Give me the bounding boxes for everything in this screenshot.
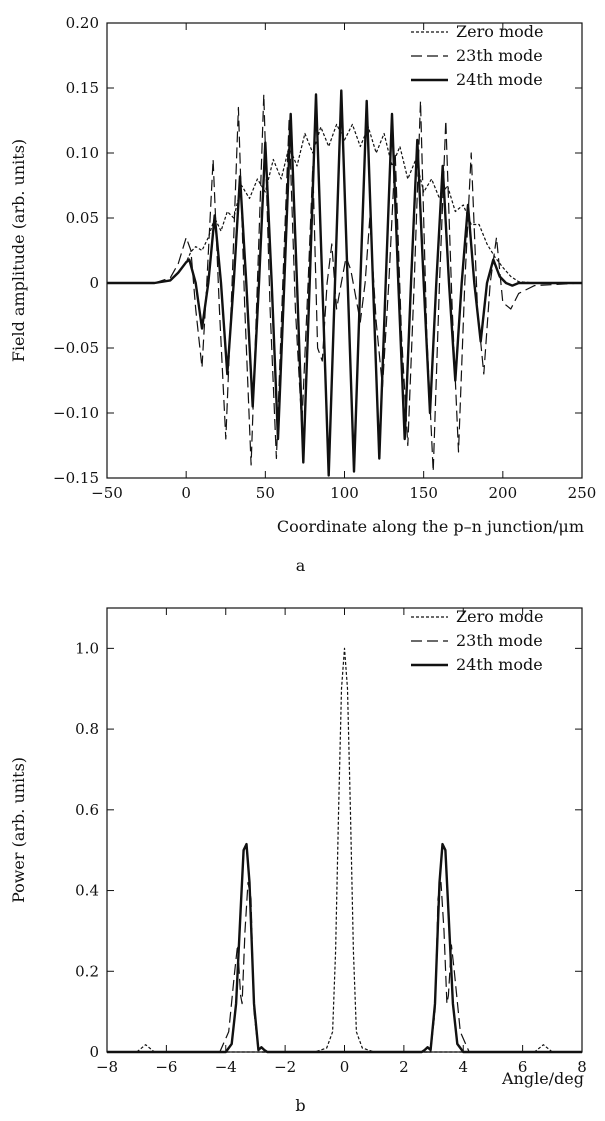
y-tick-label: 0.10 — [66, 144, 99, 162]
x-tick-label: 200 — [489, 484, 518, 502]
x-tick-label: −8 — [96, 1058, 118, 1076]
x-tick-label: 150 — [409, 484, 438, 502]
legend-label: 23th mode — [456, 631, 543, 650]
legend-label: Zero mode — [456, 607, 543, 626]
series-line-zero-mode — [107, 647, 582, 1053]
y-tick-label: 0.8 — [75, 720, 99, 738]
x-tick-label: −2 — [274, 1058, 296, 1076]
panel-label: a — [296, 556, 306, 575]
y-tick-label: −0.05 — [53, 339, 99, 357]
y-tick-label: 0.2 — [75, 962, 99, 980]
legend-label: 24th mode — [456, 70, 543, 89]
x-tick-label: 0 — [181, 484, 191, 502]
y-tick-label: −0.15 — [53, 469, 99, 487]
x-tick-label: 2 — [399, 1058, 409, 1076]
y-axis-label: Power (arb. units) — [9, 757, 28, 903]
series-line-24th-mode — [107, 89, 582, 477]
y-tick-label: 0 — [89, 274, 99, 292]
chart-panel-a: −50 0 50 100 150 200 250 −0.15 −0.10 −0.05 0 0.05 0.… — [9, 14, 596, 575]
x-tick-label: 4 — [458, 1058, 468, 1076]
series-line-23th-mode — [107, 881, 582, 1053]
y-tick-label: 0.15 — [66, 79, 99, 97]
plot-frame — [106, 22, 583, 479]
x-tick-label: −6 — [155, 1058, 177, 1076]
y-tick-label: 0.20 — [66, 14, 99, 32]
legend-label: 23th mode — [456, 46, 543, 65]
x-tick-label: −4 — [215, 1058, 237, 1076]
legend-label: 24th mode — [456, 655, 543, 674]
x-axis-label: Coordinate along the p–n junction/μm — [277, 517, 584, 536]
y-tick-label: 0.05 — [66, 209, 99, 227]
x-tick-label: −50 — [91, 484, 123, 502]
series-line-23th-mode — [107, 93, 583, 473]
y-tick-label: 0.6 — [75, 801, 99, 819]
x-tick-label: 250 — [568, 484, 597, 502]
x-axis-label: Angle/deg — [501, 1069, 584, 1088]
y-tick-label: −0.10 — [53, 404, 99, 422]
x-tick-label: 6 — [518, 1058, 528, 1076]
y-tick-label: 1.0 — [75, 639, 99, 657]
plot-frame — [106, 607, 583, 1053]
y-tick-label: 0.4 — [75, 882, 99, 900]
x-tick-label: 8 — [577, 1058, 587, 1076]
y-tick-label: 0 — [89, 1043, 99, 1061]
y-axis-label: Field amplitude (arb. units) — [9, 139, 28, 362]
x-tick-label: 0 — [340, 1058, 350, 1076]
series-line-24th-mode — [107, 842, 582, 1054]
x-tick-label: 100 — [330, 484, 359, 502]
chart-panel-b: −8 −6 −4 −2 0 2 4 6 8 0 0.2 0.4 0.6 0.8 1.0 Angle/deg Po… — [9, 607, 587, 1115]
legend-label: Zero mode — [456, 22, 543, 41]
x-tick-label: 50 — [256, 484, 275, 502]
panel-label: b — [295, 1096, 305, 1115]
